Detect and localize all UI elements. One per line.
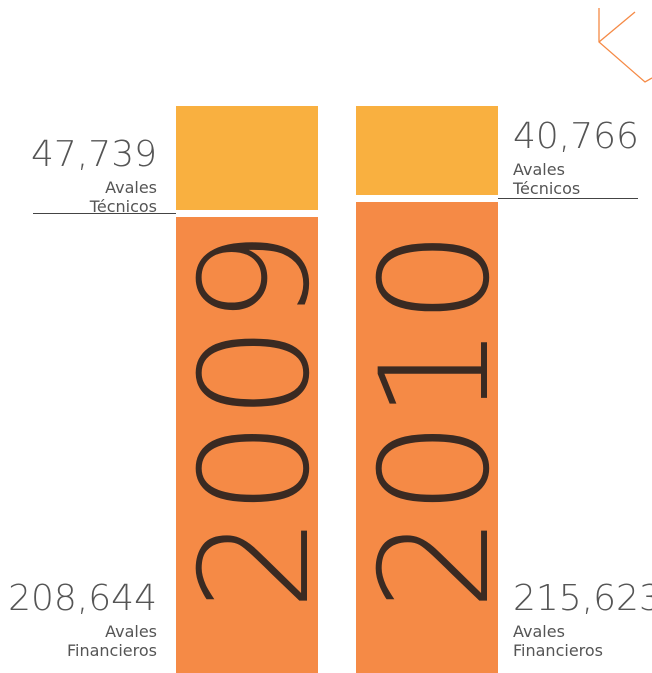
series-label: Avales Financieros <box>66 622 157 660</box>
category-label: 2009 <box>169 229 343 611</box>
bar-segment <box>356 106 498 196</box>
value-label: 208,644 <box>8 578 157 619</box>
bar-segment <box>356 202 498 673</box>
value-label: 215,623 <box>513 578 652 619</box>
value-label: 40,766 <box>513 116 639 158</box>
series-label: Avales Técnicos <box>513 160 581 199</box>
decor-chevron <box>598 8 652 83</box>
bar-segment <box>176 217 318 673</box>
series-label: Avales Financieros <box>513 622 604 660</box>
category-label: 2010 <box>349 229 523 611</box>
series-label: Avales Técnicos <box>89 177 157 216</box>
divider-line <box>33 213 176 215</box>
divider-line <box>498 198 638 200</box>
value-label: 47,739 <box>31 133 157 175</box>
bar-segment <box>176 106 318 211</box>
